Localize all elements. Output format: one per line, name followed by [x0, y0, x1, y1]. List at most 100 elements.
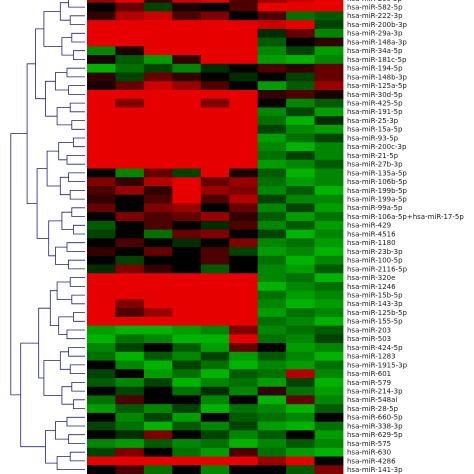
heatmap-cell [257, 343, 287, 353]
heatmap-cell [115, 421, 145, 431]
heatmap-cell [172, 343, 202, 353]
heatmap-cell [229, 386, 259, 396]
heatmap-cell [257, 151, 287, 161]
heatmap-cell [143, 439, 173, 449]
heatmap-cell [87, 334, 116, 344]
heatmap-cell [229, 151, 259, 161]
heatmap-cell [286, 351, 315, 361]
heatmap-cell [286, 412, 315, 423]
heatmap-cell [314, 63, 344, 73]
heatmap-cell [172, 378, 202, 388]
heatmap-cell [143, 264, 173, 274]
heatmap-cell [286, 264, 315, 274]
heatmap-cell [229, 177, 259, 187]
heatmap-cell [143, 334, 173, 344]
heatmap-cell [143, 2, 173, 12]
heatmap-cell [257, 107, 287, 117]
heatmap-cell [143, 378, 173, 388]
heatmap-cell [143, 194, 173, 204]
heatmap-cell [314, 28, 344, 39]
heatmap-cell [87, 72, 116, 82]
heatmap-cell [143, 90, 173, 100]
heatmap-cell [172, 81, 202, 91]
row-label: hsa-miR-222-3p [347, 12, 403, 20]
heatmap-cell [87, 465, 116, 474]
row-label: hsa-miR-203 [347, 326, 391, 334]
row-label: hsa-miR-27b-3p [347, 161, 403, 169]
heatmap-cell [229, 351, 259, 361]
heatmap-cell [87, 290, 116, 300]
heatmap-cell [172, 133, 202, 143]
heatmap-cell [143, 186, 173, 196]
heatmap-cell [115, 81, 145, 91]
heatmap-cell [87, 186, 116, 196]
heatmap-cell [314, 316, 344, 327]
heatmap-cell [87, 90, 116, 100]
heatmap-cell [200, 203, 230, 213]
heatmap-cell [87, 220, 116, 231]
heatmap-cell [200, 72, 230, 82]
heatmap-cell [286, 151, 315, 161]
heatmap-cell [172, 11, 202, 21]
heatmap-cell [229, 247, 259, 257]
heatmap-cell [143, 299, 173, 309]
heatmap-cell [229, 334, 259, 344]
heatmap-cell [200, 273, 230, 283]
heatmap-cell [314, 124, 344, 135]
heatmap-cell [87, 116, 116, 126]
heatmap-cell [87, 107, 116, 117]
heatmap-cell [115, 133, 145, 143]
heatmap-cell [314, 98, 344, 108]
heatmap-cell [172, 421, 202, 431]
heatmap-cell [87, 273, 116, 283]
heatmap-cell [286, 203, 315, 213]
heatmap-cell [200, 325, 230, 335]
dendrogram-branch [69, 15, 85, 25]
heatmap-cell [257, 439, 287, 449]
heatmap-cell [87, 247, 116, 257]
heatmap-cell [87, 46, 116, 56]
heatmap-cell [286, 46, 315, 56]
heatmap-cell [115, 220, 145, 231]
heatmap-cell [286, 133, 315, 143]
heatmap-cell [286, 72, 315, 82]
row-label: hsa-miR-1283 [347, 353, 396, 361]
row-label: hsa-miR-191-5p [347, 108, 403, 116]
heatmap-cell [314, 247, 344, 257]
row-label: hsa-miR-199a-5p [347, 195, 407, 203]
heatmap-cell [286, 343, 315, 353]
heatmap-cell [314, 386, 344, 396]
heatmap-cell [229, 81, 259, 91]
heatmap-cell [314, 343, 344, 353]
heatmap-cell [172, 325, 202, 335]
heatmap-cell [143, 133, 173, 143]
heatmap-cell [172, 308, 202, 318]
heatmap-cell [200, 447, 230, 457]
heatmap-cell [172, 220, 202, 231]
heatmap-cell [200, 465, 230, 474]
row-label: hsa-miR-503 [347, 335, 391, 343]
heatmap-cell [286, 81, 315, 91]
dendrogram-branch [71, 294, 85, 305]
heatmap-cell [229, 325, 259, 335]
heatmap-cell [172, 124, 202, 135]
heatmap-cell [115, 465, 145, 474]
heatmap-cell [314, 20, 344, 30]
heatmap-cell [286, 124, 315, 135]
heatmap-cell [115, 124, 145, 135]
dendrogram-branch [69, 102, 85, 113]
heatmap-cell [115, 386, 145, 396]
heatmap-cell [314, 412, 344, 423]
heatmap-cell [172, 37, 202, 47]
heatmap-cell [172, 177, 202, 187]
heatmap-cell [314, 203, 344, 213]
heatmap-cell [87, 308, 116, 318]
heatmap-cell [229, 439, 259, 449]
row-label: hsa-miR-125a-5p [347, 82, 407, 90]
heatmap-cell [257, 124, 287, 135]
heatmap-cell [87, 325, 116, 335]
heatmap-cell [286, 11, 315, 21]
heatmap-cell [143, 63, 173, 73]
dendrogram-branch [71, 207, 85, 217]
heatmap-cell [115, 142, 145, 152]
